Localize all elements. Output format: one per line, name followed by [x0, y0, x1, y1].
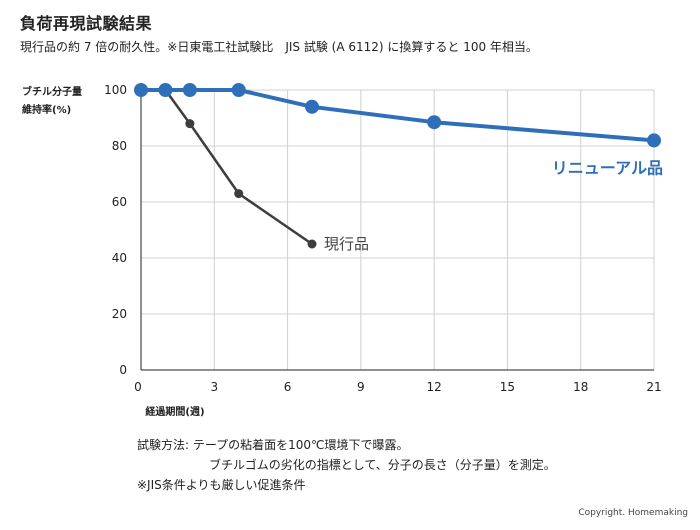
note-line-2: ブチルゴムの劣化の指標として、分子の長さ（分子量）を測定。	[209, 458, 556, 472]
page-title: 負荷再現試験結果	[20, 14, 153, 33]
y-tick-label: 60	[112, 195, 127, 209]
data-point-renewal	[182, 83, 197, 97]
data-point-current	[185, 119, 195, 129]
y-tick-label: 20	[112, 307, 127, 321]
data-point-current	[307, 239, 317, 249]
series-line-current	[141, 88, 313, 246]
data-point-renewal	[647, 133, 661, 148]
y-axis-label-line1: ブチル分子量	[22, 87, 82, 98]
y-axis-label-line2: 維持率(%)	[22, 105, 72, 116]
x-tick-label: 12	[427, 380, 442, 394]
grid-layer	[141, 89, 655, 370]
y-tick-label: 100	[104, 83, 127, 97]
y-tick-label: 80	[112, 139, 127, 153]
x-tick-label: 21	[646, 380, 661, 394]
series-label-current: 現行品	[324, 235, 369, 253]
data-point-renewal	[305, 99, 319, 114]
x-tick-label: 9	[357, 380, 365, 394]
y-tick-label: 0	[119, 363, 127, 377]
copyright-text: Copyright. Homemaking	[578, 508, 688, 518]
x-tick-label: 6	[284, 380, 292, 394]
line-chart: 0 20 40 60 80 100 0 3 6 9 12 15 18 21 現行品 リニューアル品 経過期間…	[104, 83, 663, 418]
axes-layer: 0 20 40 60 80 100 0 3 6 9 12 15 18 21	[104, 83, 662, 394]
y-axis-label: ブチル分子量 維持率(%)	[22, 84, 82, 120]
data-point-renewal	[158, 83, 173, 97]
series-label-renewal: リニューアル品	[552, 158, 663, 177]
series-line-renewal	[141, 88, 655, 143]
data-point-renewal	[231, 83, 246, 97]
data-point-current	[234, 189, 244, 199]
x-tick-label: 3	[210, 380, 218, 394]
x-tick-label: 18	[573, 380, 588, 394]
series-layer: 現行品 リニューアル品	[134, 83, 663, 253]
data-point-renewal	[427, 115, 442, 130]
x-tick-label: 0	[134, 380, 142, 394]
data-point-renewal	[134, 83, 148, 97]
x-tick-label: 15	[500, 380, 515, 394]
note-line-3: ※JIS条件よりも厳しい促進条件	[137, 478, 306, 492]
page-subtitle: 現行品の約 7 倍の耐久性。※日東電工社試験比 JIS 試験 (A 6112) …	[20, 40, 538, 54]
y-tick-label: 40	[112, 251, 127, 265]
test-method-notes: 試験方法: テープの粘着面を100℃環境下で曝露。 ブチルゴムの劣化の指標として…	[137, 435, 556, 495]
x-axis-label: 経過期間(週)	[145, 405, 204, 418]
note-line-1: 試験方法: テープの粘着面を100℃環境下で曝露。	[137, 438, 409, 452]
